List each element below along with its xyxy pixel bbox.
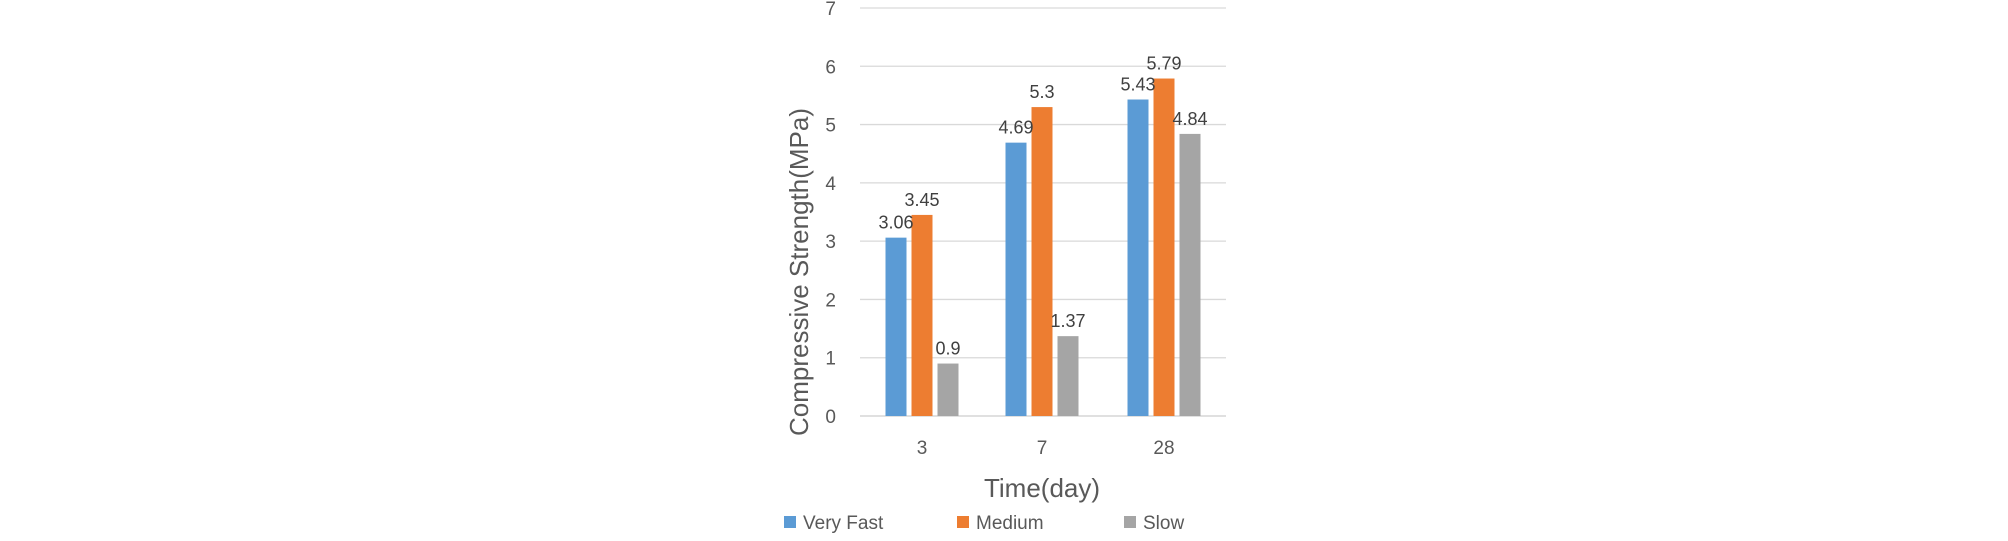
- data-label: 4.69: [998, 118, 1033, 138]
- legend-item: Slow: [1124, 513, 1184, 534]
- y-tick-label: 3: [825, 232, 836, 253]
- data-label: 3.06: [878, 213, 913, 233]
- y-tick-label: 7: [825, 0, 836, 20]
- bars: [885, 78, 1201, 417]
- legend-item: Very Fast: [784, 513, 884, 534]
- data-label: 5.43: [1120, 75, 1155, 95]
- y-tick-label: 6: [825, 57, 836, 78]
- x-axis-title: Time(day): [984, 473, 1100, 503]
- bar: [1127, 99, 1149, 416]
- y-tick-label: 0: [825, 407, 836, 428]
- y-tick-label: 5: [825, 116, 836, 137]
- legend-swatch: [957, 516, 969, 528]
- y-tick-labels: 0 1 2 3 4 5 6 7: [825, 0, 836, 428]
- bar: [911, 214, 933, 416]
- data-labels: 3.06 4.69 5.43 3.45 5.3 5.79 0.9 1.37 4.84: [878, 54, 1207, 359]
- legend-swatch: [1124, 516, 1136, 528]
- data-label: 5.3: [1029, 82, 1054, 102]
- legend-label: Medium: [976, 513, 1044, 534]
- x-tick-label: 28: [1153, 438, 1174, 459]
- legend-item: Medium: [957, 513, 1044, 534]
- x-tick-label: 7: [1037, 438, 1048, 459]
- bar: [1057, 336, 1079, 416]
- data-label: 3.45: [904, 190, 939, 210]
- data-label: 4.84: [1172, 109, 1207, 129]
- data-label: 1.37: [1050, 311, 1085, 331]
- x-tick-labels: 3 7 28: [917, 438, 1175, 459]
- data-label: 0.9: [935, 339, 960, 359]
- y-tick-label: 2: [825, 290, 836, 311]
- y-axis-title: Compressive Strength(MPa): [784, 108, 814, 436]
- bar: [885, 237, 907, 416]
- legend-label: Very Fast: [803, 513, 884, 534]
- legend: Very Fast Medium Slow: [784, 513, 1184, 534]
- y-tick-label: 4: [825, 174, 836, 195]
- data-label: 5.79: [1146, 54, 1181, 74]
- bar: [1031, 107, 1053, 416]
- x-tick-label: 3: [917, 438, 928, 459]
- y-tick-label: 1: [825, 349, 836, 370]
- bar: [1005, 142, 1027, 416]
- legend-label: Slow: [1143, 513, 1184, 534]
- bar: [1179, 133, 1201, 416]
- legend-swatch: [784, 516, 796, 528]
- bar: [937, 363, 959, 416]
- bar: [1153, 78, 1175, 417]
